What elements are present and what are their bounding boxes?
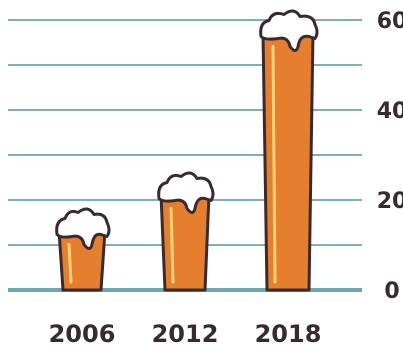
beer-foam: [55, 207, 111, 250]
bar-2006: [55, 207, 111, 292]
bar-2018: [259, 9, 319, 292]
x-category-label: 2018: [255, 320, 322, 348]
x-axis-labels: 2006 2012 2018: [49, 320, 322, 348]
bar-2012: [157, 171, 215, 292]
beer-foam: [259, 9, 319, 52]
glass-highlight: [169, 207, 175, 284]
y-tick-label: 60: [377, 9, 403, 34]
y-tick-label: 40: [377, 99, 403, 124]
glass-highlight: [271, 45, 277, 284]
y-tick-label: 20: [377, 189, 403, 214]
beer-glass-body: [159, 193, 211, 292]
beer-foam: [157, 171, 215, 214]
y-tick-label: 0: [384, 279, 399, 304]
x-category-label: 2006: [49, 320, 116, 348]
y-axis-ticks: 0 20 40 60: [377, 9, 403, 304]
beer-glass-body: [261, 31, 315, 292]
x-category-label: 2012: [152, 320, 219, 348]
bars: [55, 9, 319, 292]
glass-highlight: [67, 243, 73, 284]
